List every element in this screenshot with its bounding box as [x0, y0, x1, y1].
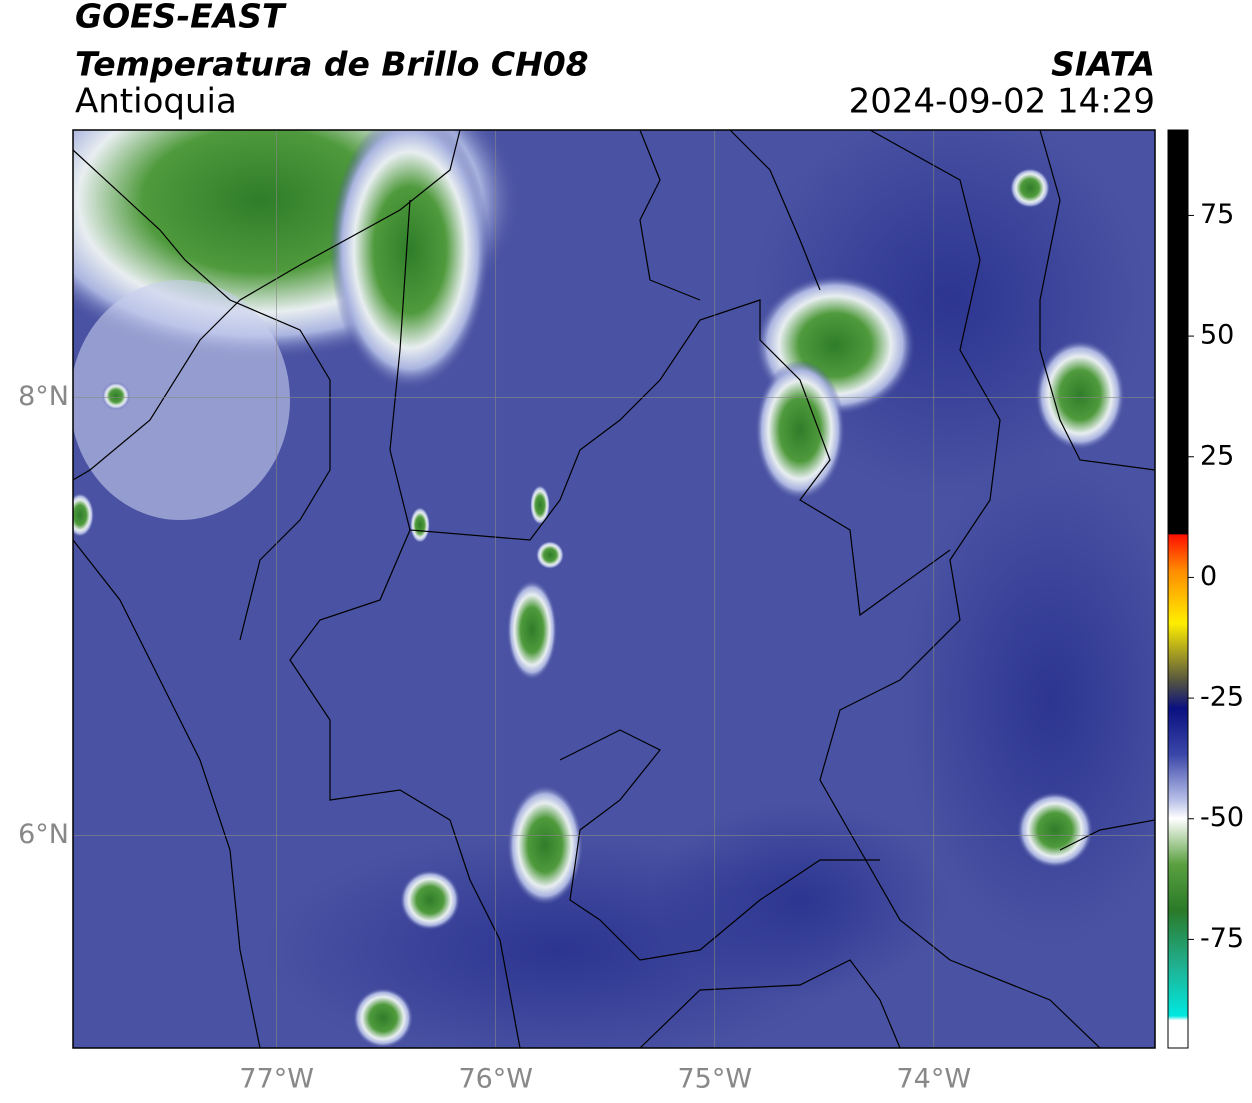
- x-tick-label: 74°W: [897, 1064, 972, 1095]
- y-tick-label: 6°N: [18, 819, 69, 850]
- colorbar-ticks: 75 50 25 0 -25 -50 -75: [1188, 199, 1244, 954]
- x-tick-label: 76°W: [458, 1064, 533, 1095]
- colorbar: [1167, 129, 1189, 1049]
- colorbar-tick-label: 75: [1200, 199, 1234, 230]
- colorbar-tick-label: -25: [1200, 682, 1244, 713]
- colorbar-tick-label: -50: [1200, 802, 1244, 833]
- y-tick-label: 8°N: [18, 381, 69, 412]
- graticule: [73, 130, 1155, 1048]
- colorbar-tick-label: -75: [1200, 923, 1244, 954]
- colorbar-tick-label: 25: [1200, 440, 1234, 471]
- datetime: 2024-09-02 14:29: [849, 82, 1155, 122]
- source: SIATA: [1051, 45, 1155, 84]
- map-frame: [72, 129, 1156, 1049]
- region: Antioquia: [75, 82, 237, 122]
- title: GOES-EAST: [75, 0, 287, 36]
- colorbar-tick-label: 50: [1200, 320, 1234, 351]
- x-tick-label: 75°W: [677, 1064, 752, 1095]
- satellite-image: [73, 130, 1155, 1048]
- subtitle: Temperatura de Brillo CH08: [75, 45, 589, 84]
- colorbar-tick-label: 0: [1200, 561, 1217, 592]
- x-tick-label: 77°W: [239, 1064, 314, 1095]
